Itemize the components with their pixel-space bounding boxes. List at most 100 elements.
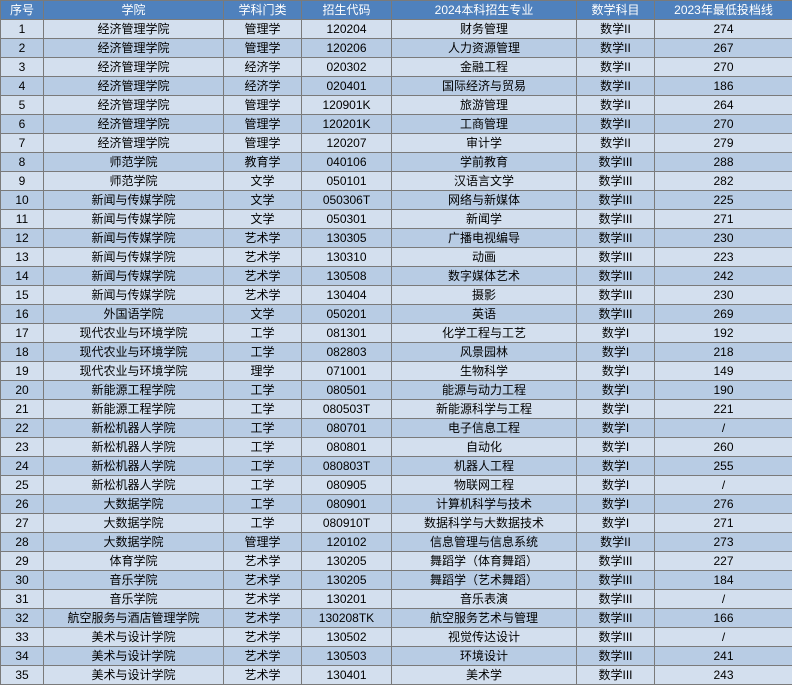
cell: / — [655, 628, 792, 647]
cell: 金融工程 — [392, 58, 577, 77]
cell: 数学III — [577, 191, 655, 210]
cell: 31 — [1, 590, 44, 609]
table-row: 5经济管理学院管理学120901K旅游管理数学II264 — [1, 96, 792, 115]
table-row: 18现代农业与环境学院工学082803风景园林数学I218 — [1, 343, 792, 362]
cell: 数学I — [577, 495, 655, 514]
cell: 新闻与传媒学院 — [44, 248, 224, 267]
cell: 艺术学 — [224, 666, 302, 685]
cell: 282 — [655, 172, 792, 191]
cell: 管理学 — [224, 115, 302, 134]
cell: 10 — [1, 191, 44, 210]
cell: 242 — [655, 267, 792, 286]
cell: 经济管理学院 — [44, 96, 224, 115]
cell: 8 — [1, 153, 44, 172]
cell: 020302 — [302, 58, 392, 77]
cell: 美术学 — [392, 666, 577, 685]
table-row: 12新闻与传媒学院艺术学130305广播电视编导数学III230 — [1, 229, 792, 248]
cell: 221 — [655, 400, 792, 419]
cell: 227 — [655, 552, 792, 571]
cell: 数学III — [577, 267, 655, 286]
cell: 270 — [655, 115, 792, 134]
cell: 120102 — [302, 533, 392, 552]
cell: 师范学院 — [44, 153, 224, 172]
cell: 工学 — [224, 419, 302, 438]
cell: 274 — [655, 20, 792, 39]
cell: 数学III — [577, 229, 655, 248]
cell: 数学III — [577, 609, 655, 628]
cell: 149 — [655, 362, 792, 381]
cell: 经济管理学院 — [44, 58, 224, 77]
cell: 15 — [1, 286, 44, 305]
cell: 工商管理 — [392, 115, 577, 134]
table-row: 21新能源工程学院工学080503T新能源科学与工程数学I221 — [1, 400, 792, 419]
cell: 摄影 — [392, 286, 577, 305]
cell: 270 — [655, 58, 792, 77]
table-row: 33美术与设计学院艺术学130502视觉传达设计数学III/ — [1, 628, 792, 647]
cell: 23 — [1, 438, 44, 457]
cell: 环境设计 — [392, 647, 577, 666]
cell: 大数据学院 — [44, 514, 224, 533]
cell: 34 — [1, 647, 44, 666]
cell: 生物科学 — [392, 362, 577, 381]
cell: 130310 — [302, 248, 392, 267]
cell: 19 — [1, 362, 44, 381]
cell: 数学III — [577, 172, 655, 191]
cell: 241 — [655, 647, 792, 666]
table-row: 23新松机器人学院工学080801自动化数学I260 — [1, 438, 792, 457]
cell: 数学III — [577, 590, 655, 609]
cell: 艺术学 — [224, 647, 302, 666]
cell: 外国语学院 — [44, 305, 224, 324]
cell: 航空服务艺术与管理 — [392, 609, 577, 628]
cell: 080803T — [302, 457, 392, 476]
cell: 机器人工程 — [392, 457, 577, 476]
cell: 数字媒体艺术 — [392, 267, 577, 286]
cell: 现代农业与环境学院 — [44, 343, 224, 362]
cell: 艺术学 — [224, 229, 302, 248]
cell: 4 — [1, 77, 44, 96]
cell: 数学III — [577, 571, 655, 590]
cell: 1 — [1, 20, 44, 39]
cell: / — [655, 590, 792, 609]
cell: 工学 — [224, 514, 302, 533]
cell: 新能源工程学院 — [44, 400, 224, 419]
table-row: 2经济管理学院管理学120206人力资源管理数学II267 — [1, 39, 792, 58]
cell: 130401 — [302, 666, 392, 685]
cell: 新松机器人学院 — [44, 476, 224, 495]
cell: 音乐学院 — [44, 571, 224, 590]
cell: 管理学 — [224, 39, 302, 58]
cell: 130305 — [302, 229, 392, 248]
cell: 国际经济与贸易 — [392, 77, 577, 96]
cell: 新闻与传媒学院 — [44, 229, 224, 248]
cell: 24 — [1, 457, 44, 476]
table-row: 32航空服务与酒店管理学院艺术学130208TK航空服务艺术与管理数学III16… — [1, 609, 792, 628]
table-header-row: 序号 学院 学科门类 招生代码 2024本科招生专业 数学科目 2023年最低投… — [1, 1, 792, 20]
cell: 数学III — [577, 647, 655, 666]
col-college: 学院 — [44, 1, 224, 20]
cell: 管理学 — [224, 96, 302, 115]
cell: 020401 — [302, 77, 392, 96]
cell: 130205 — [302, 571, 392, 590]
cell: 数学II — [577, 115, 655, 134]
cell: 数学III — [577, 248, 655, 267]
table-row: 24新松机器人学院工学080803T机器人工程数学I255 — [1, 457, 792, 476]
cell: 英语 — [392, 305, 577, 324]
cell: 艺术学 — [224, 267, 302, 286]
cell: 工学 — [224, 343, 302, 362]
table-row: 19现代农业与环境学院理学071001生物科学数学I149 — [1, 362, 792, 381]
cell: 276 — [655, 495, 792, 514]
cell: 数学I — [577, 400, 655, 419]
cell: 166 — [655, 609, 792, 628]
cell: 数学I — [577, 343, 655, 362]
table-row: 34美术与设计学院艺术学130503环境设计数学III241 — [1, 647, 792, 666]
cell: 17 — [1, 324, 44, 343]
cell: 082803 — [302, 343, 392, 362]
cell: 文学 — [224, 305, 302, 324]
table-row: 20新能源工程学院工学080501能源与动力工程数学I190 — [1, 381, 792, 400]
cell: 16 — [1, 305, 44, 324]
cell: 新闻学 — [392, 210, 577, 229]
cell: 230 — [655, 286, 792, 305]
cell: 数学I — [577, 514, 655, 533]
cell: 071001 — [302, 362, 392, 381]
cell: 经济学 — [224, 77, 302, 96]
cell: / — [655, 476, 792, 495]
